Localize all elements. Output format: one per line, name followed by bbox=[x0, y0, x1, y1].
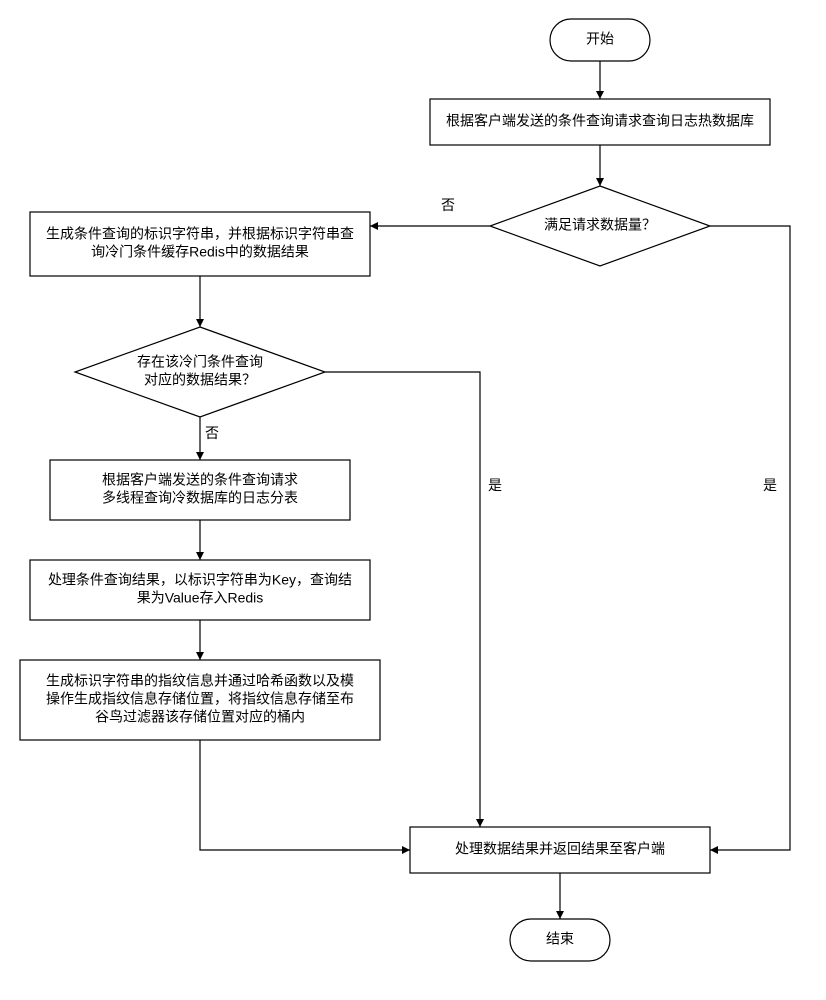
arrowhead bbox=[196, 652, 204, 660]
arrowhead bbox=[402, 846, 410, 854]
arrowhead bbox=[476, 819, 484, 827]
node-text: 谷鸟过滤器该存储位置对应的桶内 bbox=[95, 709, 305, 725]
edge-label: 否 bbox=[205, 425, 219, 441]
node-n2: 生成条件查询的标识字符串，并根据标识字符串查询冷门条件缓存Redis中的数据结果 bbox=[30, 212, 370, 276]
arrowhead bbox=[196, 319, 204, 327]
flowchart-canvas: 否是 是 否 开始根据客户端发送的条件查询请求查询日志热数据库满足请求数据量？ 生成条件… bbox=[0, 0, 826, 1000]
node-text: 开始 bbox=[586, 31, 614, 47]
node-text: 操作生成指纹信息存储位置，将指纹信息存储至布 bbox=[46, 691, 354, 707]
arrowhead bbox=[370, 222, 378, 230]
node-n5: 生成标识字符串的指纹信息并通过哈希函数以及模操作生成指纹信息存储位置，将指纹信息… bbox=[20, 660, 380, 740]
edge-label: 是 bbox=[763, 477, 777, 493]
node-text: 生成条件查询的标识字符串，并根据标识字符串查 bbox=[46, 226, 354, 242]
node-text: 处理条件查询结果，以标识字符串为Key，查询结 bbox=[48, 572, 352, 588]
node-text: 询冷门条件缓存Redis中的数据结果 bbox=[91, 244, 309, 260]
arrowhead bbox=[596, 178, 604, 186]
node-text: 对应的数据结果？ bbox=[144, 372, 256, 388]
arrowhead bbox=[196, 452, 204, 460]
node-n4: 处理条件查询结果，以标识字符串为Key，查询结果为Value存入Redis bbox=[30, 560, 370, 620]
node-text: 满足请求数据量？ bbox=[544, 217, 656, 233]
node-n1: 根据客户端发送的条件查询请求查询日志热数据库 bbox=[430, 99, 770, 145]
node-text: 结束 bbox=[546, 931, 574, 947]
arrowhead bbox=[196, 552, 204, 560]
arrowhead bbox=[710, 846, 718, 854]
node-start: 开始 bbox=[550, 19, 650, 61]
node-n6: 处理数据结果并返回结果至客户端 bbox=[410, 827, 710, 873]
node-text: 存在该冷门条件查询 bbox=[137, 354, 263, 370]
node-text: 生成标识字符串的指纹信息并通过哈希函数以及模 bbox=[46, 673, 354, 689]
node-d2: 存在该冷门条件查询对应的数据结果？ bbox=[75, 327, 325, 417]
node-text: 根据客户端发送的条件查询请求 bbox=[102, 472, 298, 488]
node-text: 多线程查询冷数据库的日志分表 bbox=[102, 490, 298, 506]
node-text: 处理数据结果并返回结果至客户端 bbox=[455, 841, 665, 857]
node-end: 结束 bbox=[510, 919, 610, 961]
edge bbox=[710, 226, 790, 850]
edge-label: 否 bbox=[441, 197, 455, 213]
arrowhead bbox=[556, 911, 564, 919]
arrowhead bbox=[596, 91, 604, 99]
edge-label: 是 bbox=[488, 477, 502, 493]
node-text: 果为Value存入Redis bbox=[137, 590, 264, 606]
node-d1: 满足请求数据量？ bbox=[490, 186, 710, 266]
node-text: 根据客户端发送的条件查询请求查询日志热数据库 bbox=[446, 113, 754, 129]
node-n3: 根据客户端发送的条件查询请求多线程查询冷数据库的日志分表 bbox=[50, 460, 350, 520]
edge bbox=[200, 740, 410, 850]
